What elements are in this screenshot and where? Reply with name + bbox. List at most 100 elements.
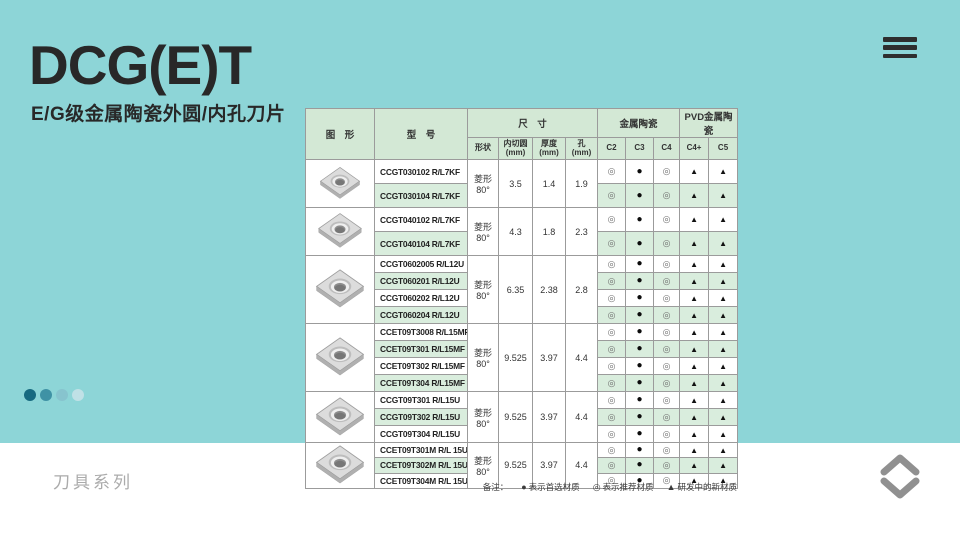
pagination-dot[interactable] bbox=[40, 389, 52, 401]
inscribed-circle-cell: 9.525 bbox=[498, 323, 533, 392]
grade-symbol: ◎ bbox=[662, 428, 671, 439]
grade-symbol: ◎ bbox=[607, 394, 616, 405]
grade-symbol: ▲ bbox=[690, 239, 698, 248]
model-cell: CCGT040104 R/L7KF bbox=[374, 231, 468, 256]
grade-symbol-cell: ● bbox=[625, 391, 655, 409]
grade-symbol-cell: ◎ bbox=[653, 207, 681, 232]
grade-symbol-cell: ▲ bbox=[679, 374, 710, 392]
col-header: 形状 bbox=[467, 137, 499, 160]
table-row: CCET09T304M R/L 15UF ◎ ● ◎ ▲ ▲ bbox=[306, 472, 739, 489]
grade-symbol: ● bbox=[636, 275, 643, 286]
legend-symbol: ● bbox=[521, 482, 527, 492]
grade-symbol-cell: ● bbox=[625, 441, 655, 459]
grade-symbol: ◎ bbox=[607, 343, 616, 354]
grade-symbol: ▲ bbox=[719, 327, 727, 337]
model-cell: CCET09T304M R/L 15UF bbox=[374, 472, 468, 489]
nav-down-button[interactable] bbox=[880, 477, 920, 501]
grade-symbol-cell: ◎ bbox=[653, 340, 681, 358]
table-row: CCGT030102 R/L7KF 菱形80° 3.5 1.4 1.9 ◎ ● ◎ ▲ ▲ bbox=[305, 159, 739, 208]
grade-symbol: ◎ bbox=[662, 459, 671, 470]
grade-symbol: ▲ bbox=[719, 361, 727, 371]
grade-symbol: ◎ bbox=[662, 309, 671, 320]
insert-image-cell bbox=[305, 159, 375, 208]
grade-symbol-cell: ◎ bbox=[597, 391, 627, 409]
col-header: C2 bbox=[597, 137, 627, 160]
insert-photo bbox=[315, 337, 365, 376]
table-row: CCGT0602005 R/L12U 菱形80° 6.35 2.38 2.8 ◎ ● ◎ ▲ ▲ bbox=[305, 255, 739, 324]
pagination-dot[interactable] bbox=[72, 389, 84, 401]
hole-cell: 2.3 bbox=[564, 207, 599, 256]
grade-symbol: ◎ bbox=[607, 444, 616, 455]
grade-symbol-cell: ◎ bbox=[597, 272, 627, 290]
grade-symbol-cell: ▲ bbox=[708, 374, 739, 392]
insert-photo bbox=[315, 445, 365, 484]
grade-symbol-cell: ◎ bbox=[597, 323, 627, 341]
legend-prefix: 备注： bbox=[482, 482, 509, 492]
insert-photo bbox=[319, 166, 361, 199]
table-row: CCET09T304 R/L15MF ◎ ● ◎ ▲ ▲ bbox=[306, 374, 739, 392]
table-row: CCET09T301M R/L 15UF 菱形80° 9.525 3.97 4.4 ◎ ● ◎… bbox=[305, 441, 739, 489]
grade-symbol: ▲ bbox=[690, 327, 698, 337]
grade-symbol-cell: ▲ bbox=[679, 159, 710, 184]
inscribed-circle-cell: 4.3 bbox=[498, 207, 533, 256]
grade-symbol-cell: ● bbox=[625, 231, 655, 256]
insert-photo bbox=[318, 213, 362, 248]
grade-symbol: ● bbox=[636, 258, 643, 269]
nav-up-button[interactable] bbox=[880, 452, 920, 476]
grade-symbol: ◎ bbox=[607, 238, 616, 248]
table-row: CCGT030104 R/L7KF ◎ ● ◎ ▲ ▲ bbox=[306, 183, 739, 208]
grade-symbol: ▲ bbox=[690, 293, 698, 303]
shape-cell: 菱形80° bbox=[467, 207, 499, 256]
grade-symbol: ▲ bbox=[719, 344, 727, 354]
grade-symbol-cell: ◎ bbox=[597, 159, 627, 184]
grade-symbol-cell: ▲ bbox=[708, 425, 739, 443]
hole-cell: 4.4 bbox=[564, 391, 599, 443]
model-cell: CCET09T301 R/L15MF bbox=[374, 340, 468, 358]
grade-symbol-cell: ◎ bbox=[653, 272, 681, 290]
grade-symbol-cell: ▲ bbox=[679, 441, 710, 459]
grade-symbol: ▲ bbox=[690, 276, 698, 286]
pagination-dot[interactable] bbox=[56, 389, 68, 401]
page-subtitle: E/G级金属陶瓷外圆/内孔刀片 bbox=[31, 104, 286, 125]
grade-symbol-cell: ● bbox=[625, 272, 655, 290]
thickness-cell: 3.97 bbox=[532, 442, 566, 489]
grade-symbol: ◎ bbox=[662, 377, 671, 388]
grade-symbol-cell: ◎ bbox=[653, 391, 681, 409]
inscribed-circle-cell: 9.525 bbox=[498, 442, 533, 489]
grade-symbol: ◎ bbox=[662, 292, 671, 303]
grade-symbol-cell: ▲ bbox=[708, 306, 739, 324]
grade-symbol: ◎ bbox=[662, 190, 671, 200]
grade-symbol-cell: ▲ bbox=[679, 425, 710, 443]
grade-symbol-cell: ▲ bbox=[708, 457, 739, 474]
grade-symbol-cell: ▲ bbox=[708, 357, 739, 375]
grade-symbol: ◎ bbox=[662, 275, 671, 286]
grade-symbol: ▲ bbox=[719, 310, 727, 320]
grade-symbol: ● bbox=[636, 165, 643, 177]
grade-symbol: ◎ bbox=[662, 214, 671, 224]
grade-symbol: ◎ bbox=[607, 214, 616, 224]
shape-cell: 菱形80° bbox=[467, 323, 499, 392]
thickness-cell: 1.4 bbox=[532, 159, 566, 208]
model-cell: CCET09T3008 R/L15MF bbox=[374, 323, 468, 341]
grade-symbol-cell: ◎ bbox=[653, 457, 681, 474]
grade-symbol-cell: ▲ bbox=[679, 183, 710, 208]
col-header: C4+ bbox=[679, 137, 710, 160]
grade-symbol: ▲ bbox=[690, 395, 698, 405]
grade-symbol-cell: ◎ bbox=[653, 323, 681, 341]
grade-symbol: ▲ bbox=[719, 445, 727, 455]
grade-symbol: ● bbox=[636, 237, 643, 249]
col-header: C5 bbox=[708, 137, 739, 160]
grade-symbol: ◎ bbox=[607, 190, 616, 200]
grade-symbol: ▲ bbox=[690, 361, 698, 371]
grade-symbol-cell: ▲ bbox=[679, 457, 710, 474]
grade-symbol: ◎ bbox=[662, 238, 671, 248]
hamburger-icon bbox=[883, 53, 917, 58]
grade-symbol: ◎ bbox=[662, 360, 671, 371]
table-row: CCET09T3008 R/L15MF 菱形80° 9.525 3.97 4.4 ◎ ● ◎ ▲… bbox=[305, 323, 739, 392]
menu-button[interactable] bbox=[883, 37, 917, 58]
grade-symbol-cell: ▲ bbox=[708, 472, 739, 489]
grade-symbol-cell: ● bbox=[625, 340, 655, 358]
pagination-dot-active[interactable] bbox=[24, 389, 36, 401]
insert-image-cell bbox=[305, 323, 375, 392]
grade-symbol: ▲ bbox=[719, 378, 727, 388]
